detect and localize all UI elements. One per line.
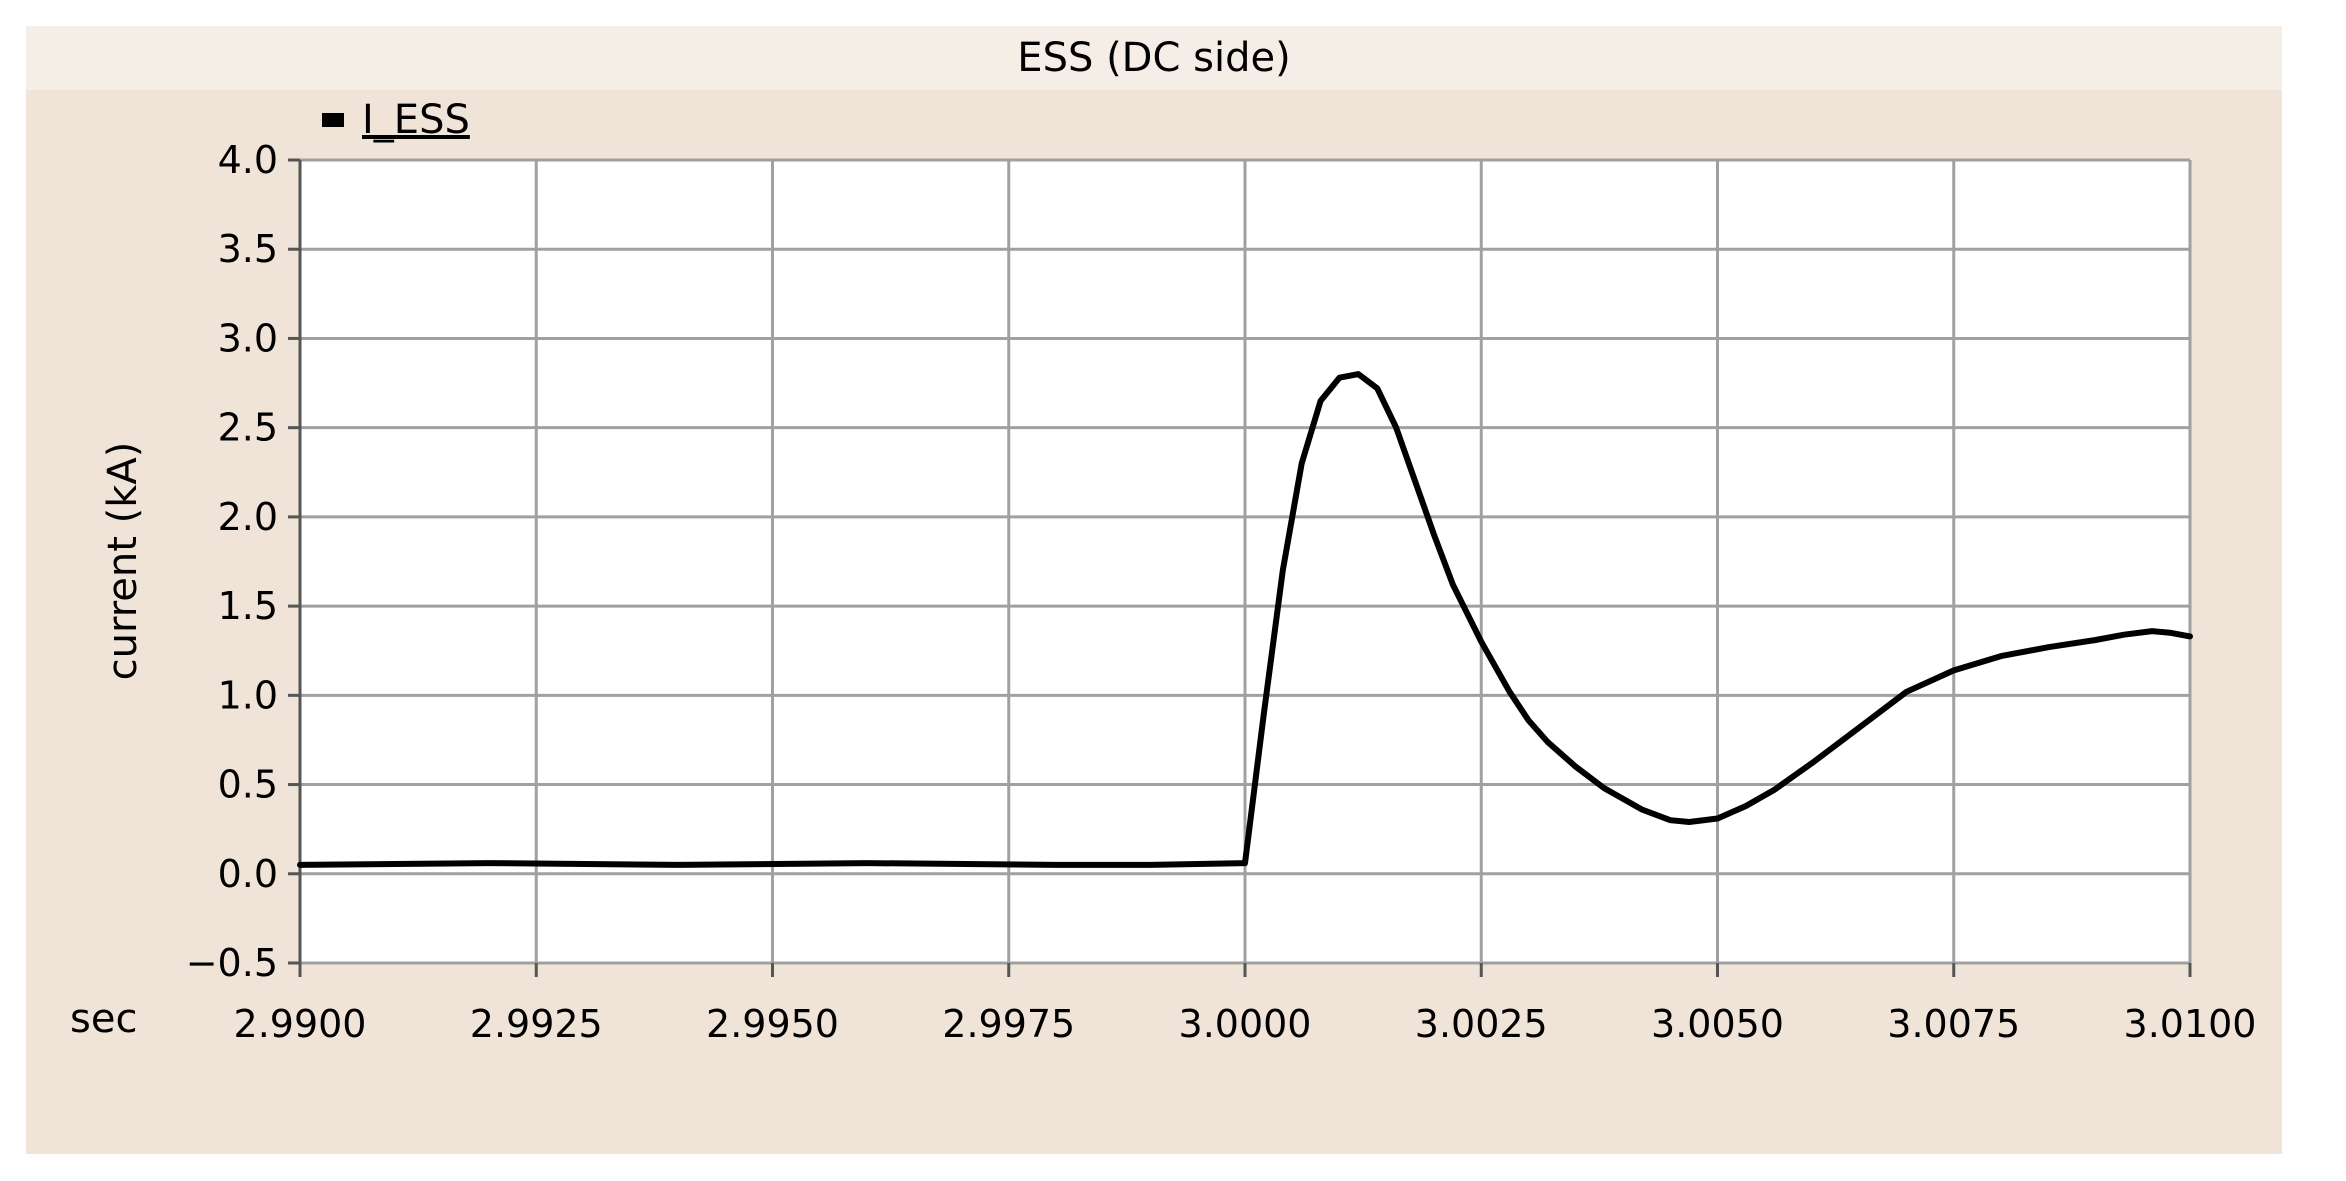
y-tick-label: 3.5 [218,227,278,271]
x-tick-label: 3.0100 [2124,1002,2257,1046]
y-tick-label: −0.5 [186,941,278,985]
y-tick-labels: 4.0 3.5 3.0 2.5 2.0 1.5 1.0 0.5 0.0 −0.5 [186,138,278,985]
chart-panel: ESS (DC side) 4.0 3.5 3.0 2.5 2.0 1.5 1.0 0.5 0.… [26,26,2282,1154]
x-axis-label: sec [70,996,137,1042]
grid [288,158,2192,977]
chart-svg: ESS (DC side) 4.0 3.5 3.0 2.5 2.0 1.5 1.0 0.5 0.… [26,26,2282,1046]
x-tick-label: 2.9925 [470,1002,603,1046]
y-tick-label: 3.0 [218,316,278,360]
x-tick-label: 2.9900 [234,1002,367,1046]
legend-swatch[interactable] [322,113,344,127]
legend-label-i-ess[interactable]: I_ESS [362,97,470,143]
series-line-i-ess [297,371,2193,868]
chart-title: ESS (DC side) [1017,35,1290,81]
x-tick-labels: 2.9900 2.9925 2.9950 2.9975 3.0000 3.0025 3.00… [234,1002,2257,1046]
x-tick-label: 3.0075 [1887,1002,2020,1046]
y-tick-label: 0.5 [218,763,278,807]
y-tick-label: 2.0 [218,495,278,539]
y-tick-label: 4.0 [218,138,278,182]
x-tick-label: 2.9950 [706,1002,839,1046]
title-bar [26,26,2282,90]
x-tick-label: 3.0025 [1415,1002,1548,1046]
y-tick-label: 0.0 [218,852,278,896]
y-tick-label: 1.5 [218,584,278,628]
x-tick-label: 3.0000 [1179,1002,1312,1046]
y-tick-label: 1.0 [218,673,278,717]
y-axis-label: current (kA) [100,442,146,681]
x-tick-label: 2.9975 [942,1002,1075,1046]
x-tick-label: 3.0050 [1651,1002,1784,1046]
y-tick-label: 2.5 [218,406,278,450]
